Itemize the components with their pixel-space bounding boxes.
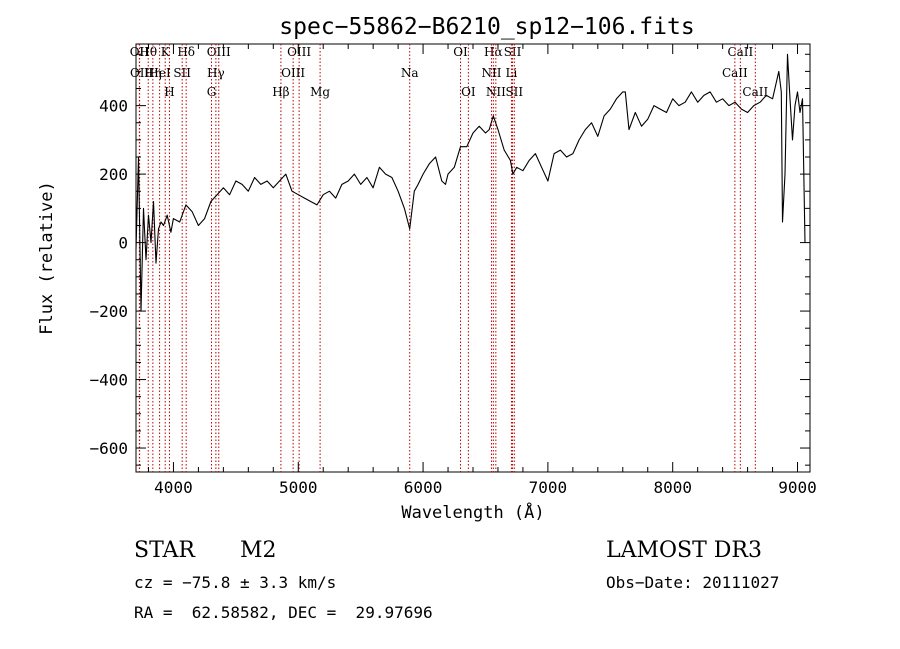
line-label: HeI [148,66,171,80]
line-label: OI [461,85,476,99]
line-label: K [161,45,171,59]
line-label: NII [481,66,501,80]
x-tick-label: 4000 [154,478,193,497]
line-label: Hα [484,45,503,59]
coordinates-text: RA = 62.58582, DEC = 29.97696 [134,603,433,622]
line-label: Hβ [272,85,289,99]
y-axis-label: Flux (relative) [37,181,57,335]
obs-date-text: Obs−Date: 20111027 [606,573,780,592]
x-tick-label: 8000 [653,478,692,497]
line-label: Hδ [177,45,195,59]
chart-title: spec−55862−B6210_sp12−106.fits [279,14,694,40]
x-tick-label: 6000 [404,478,443,497]
y-tick-label: 200 [99,165,128,184]
line-label: SII [173,66,191,80]
object-class: STAR [134,538,195,563]
line-label: OII [130,66,150,80]
line-label: OIII [287,45,311,59]
line-label: Mg [310,85,330,99]
line-label: Hη [144,66,162,80]
survey-label: LAMOST DR3 [606,538,762,563]
plot-frame [135,43,811,473]
y-tick-label: −400 [89,371,128,390]
line-label: CaII [727,45,753,59]
line-label: Li [506,66,518,80]
line-label: SII [504,45,522,59]
x-tick-label: 9000 [778,478,817,497]
line-label: SII [505,85,523,99]
line-label: OI [453,45,468,59]
y-tick-label: −200 [89,302,128,321]
y-tick-label: 400 [99,97,128,116]
line-label: OIII [281,66,305,80]
redshift-text: cz = −75.8 ± 3.3 km/s [134,573,337,592]
spectrum-line [135,53,806,312]
line-label: CaII [742,85,768,99]
line-label: Na [401,66,419,80]
line-label: NII [486,85,506,99]
line-label: G [207,85,217,99]
x-axis-label: Wavelength (Å) [401,501,544,523]
object-subclass: M2 [240,538,277,563]
line-label: OIII [207,45,231,59]
x-tick-label: 7000 [529,478,568,497]
line-label: CaII [722,66,748,80]
x-tick-label: 5000 [279,478,318,497]
line-label: Hγ [207,66,225,80]
line-label: H [164,85,174,99]
y-tick-label: −600 [89,439,128,458]
y-tick-label: 0 [118,234,128,253]
